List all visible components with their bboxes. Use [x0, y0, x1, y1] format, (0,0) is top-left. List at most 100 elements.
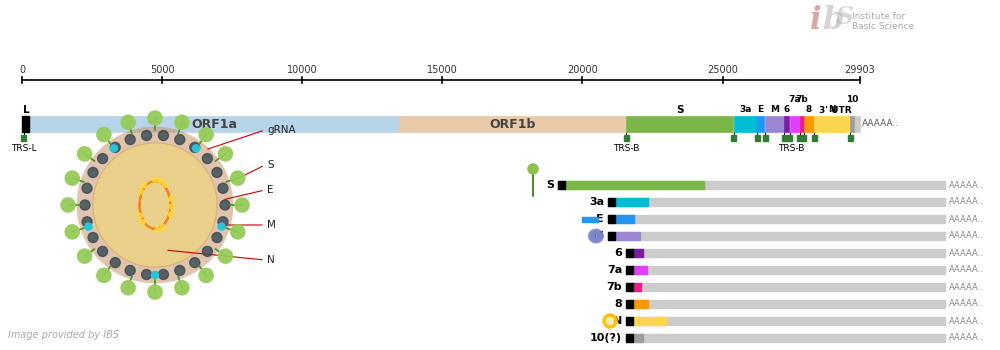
Circle shape — [596, 230, 602, 237]
Circle shape — [148, 111, 162, 125]
Bar — [784, 116, 789, 132]
Bar — [626, 283, 633, 291]
Bar — [854, 116, 860, 132]
Circle shape — [158, 131, 168, 140]
Bar — [626, 116, 733, 132]
Bar — [626, 317, 945, 325]
Bar — [608, 198, 615, 206]
Circle shape — [97, 128, 111, 142]
Circle shape — [175, 134, 185, 145]
Text: M: M — [267, 220, 276, 230]
Circle shape — [190, 258, 200, 268]
Circle shape — [161, 225, 166, 230]
Bar — [787, 135, 792, 141]
Circle shape — [596, 236, 602, 241]
Circle shape — [168, 212, 173, 217]
Text: Institute for: Institute for — [852, 12, 905, 21]
Circle shape — [528, 164, 538, 174]
Text: S: S — [546, 180, 554, 190]
Text: 7b: 7b — [606, 282, 622, 292]
Circle shape — [218, 147, 232, 161]
Circle shape — [98, 154, 108, 163]
Circle shape — [598, 233, 604, 239]
Circle shape — [190, 142, 200, 152]
Bar — [565, 181, 704, 189]
Bar — [558, 181, 945, 189]
Circle shape — [218, 249, 232, 263]
Circle shape — [202, 154, 212, 163]
Text: AAAAA..: AAAAA.. — [949, 316, 984, 326]
Text: E: E — [267, 185, 274, 195]
Text: AAAAA..: AAAAA.. — [949, 300, 984, 308]
Bar — [848, 135, 853, 141]
Text: AAAAA..: AAAAA.. — [949, 248, 984, 258]
Bar — [626, 266, 945, 274]
Circle shape — [78, 249, 92, 263]
Circle shape — [98, 246, 108, 257]
Circle shape — [140, 220, 145, 225]
Circle shape — [231, 171, 245, 185]
Circle shape — [93, 143, 217, 267]
Circle shape — [220, 200, 230, 210]
Text: 15000: 15000 — [427, 65, 458, 75]
Circle shape — [88, 167, 98, 177]
Bar — [615, 215, 634, 223]
Circle shape — [61, 198, 75, 212]
Text: TRS-B: TRS-B — [778, 144, 805, 153]
Bar — [763, 135, 768, 141]
Text: 8: 8 — [806, 105, 812, 114]
Bar — [782, 135, 787, 141]
Circle shape — [589, 234, 595, 240]
Text: Basic Science: Basic Science — [852, 22, 914, 31]
Bar — [804, 116, 814, 132]
Circle shape — [175, 115, 189, 129]
Text: 10000: 10000 — [287, 65, 318, 75]
Bar — [790, 116, 800, 132]
Text: N: N — [828, 105, 836, 114]
Circle shape — [218, 147, 232, 161]
Circle shape — [231, 225, 245, 239]
Text: 10(?): 10(?) — [590, 333, 622, 343]
Bar — [21, 135, 26, 141]
Circle shape — [78, 249, 92, 263]
Circle shape — [594, 237, 600, 243]
Text: gRNA: gRNA — [267, 125, 296, 135]
Circle shape — [231, 171, 245, 185]
Bar — [399, 116, 626, 132]
Text: 0: 0 — [19, 65, 25, 75]
Bar — [626, 266, 633, 274]
Text: AAAAA..: AAAAA.. — [949, 282, 984, 292]
Circle shape — [175, 281, 189, 295]
Bar — [608, 215, 945, 223]
Bar — [734, 116, 757, 132]
Circle shape — [65, 225, 79, 239]
Bar — [608, 232, 945, 240]
Bar — [812, 135, 817, 141]
Text: 25000: 25000 — [707, 65, 738, 75]
Circle shape — [175, 265, 185, 275]
Circle shape — [110, 258, 120, 268]
Circle shape — [212, 232, 222, 243]
Circle shape — [175, 115, 189, 129]
Bar — [626, 300, 945, 308]
Circle shape — [193, 145, 200, 152]
Bar — [582, 217, 598, 222]
Bar — [626, 334, 945, 342]
Bar — [850, 116, 854, 132]
Text: ORF1b: ORF1b — [490, 118, 536, 131]
Circle shape — [218, 217, 228, 227]
Circle shape — [110, 142, 120, 152]
Circle shape — [202, 246, 212, 257]
Circle shape — [231, 225, 245, 239]
Text: 7b: 7b — [795, 95, 808, 104]
Text: AAAAA..: AAAAA.. — [949, 266, 984, 274]
Bar — [797, 135, 802, 141]
Circle shape — [591, 230, 597, 236]
Circle shape — [78, 147, 92, 161]
Bar — [624, 135, 629, 141]
Text: L: L — [23, 105, 30, 115]
Text: AAAAA..: AAAAA.. — [949, 181, 984, 189]
Bar — [22, 116, 29, 132]
Circle shape — [61, 198, 75, 212]
Text: ORF1a: ORF1a — [191, 118, 237, 131]
